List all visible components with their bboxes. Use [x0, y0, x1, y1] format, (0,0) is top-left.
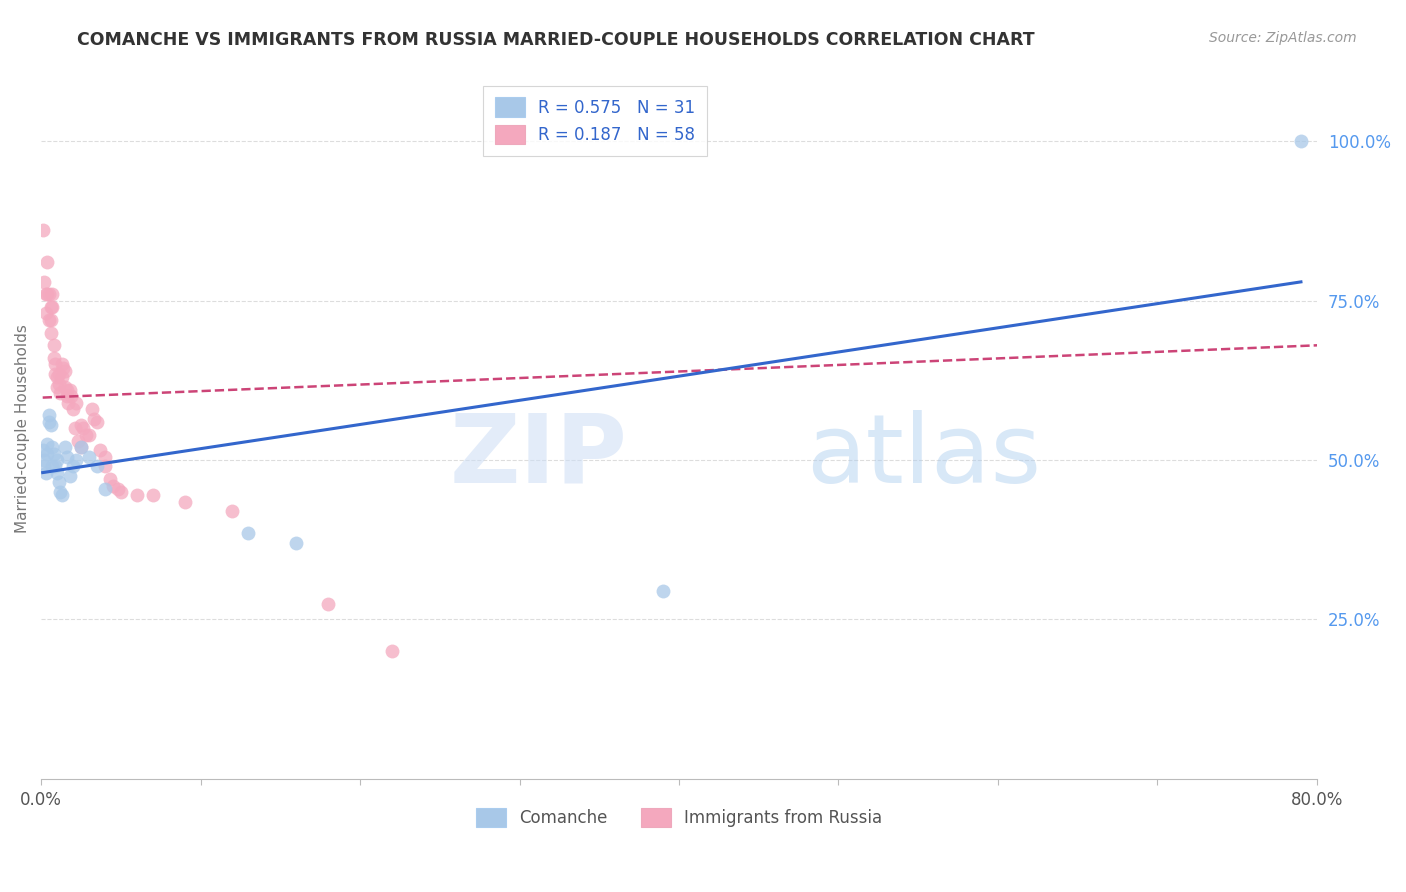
Point	[44, 459, 66, 474]
Point	[38, 312, 60, 326]
Point	[37, 287, 59, 301]
Point	[34, 453, 56, 467]
Point	[44, 358, 66, 372]
Point	[125, 488, 148, 502]
Point	[37, 447, 59, 461]
Point	[55, 383, 77, 397]
Point	[42, 338, 65, 352]
Point	[82, 402, 104, 417]
Point	[60, 389, 83, 403]
Point	[77, 427, 100, 442]
Point	[70, 440, 93, 454]
Point	[46, 466, 69, 480]
Point	[38, 287, 60, 301]
Point	[101, 478, 124, 492]
Point	[94, 450, 117, 464]
Point	[238, 526, 260, 541]
Point	[49, 485, 72, 500]
Text: atlas: atlas	[807, 409, 1042, 503]
Point	[53, 440, 76, 454]
Text: ZIP: ZIP	[450, 409, 628, 503]
Point	[66, 434, 89, 448]
Point	[86, 459, 108, 474]
Point	[48, 475, 70, 490]
Point	[39, 417, 62, 432]
Point	[63, 421, 86, 435]
Point	[94, 482, 117, 496]
Point	[53, 380, 76, 394]
Point	[110, 485, 132, 500]
Point	[62, 402, 84, 417]
Point	[75, 427, 97, 442]
Point	[316, 597, 339, 611]
Point	[1289, 134, 1312, 148]
Point	[89, 443, 111, 458]
Point	[38, 409, 60, 423]
Point	[53, 364, 76, 378]
Point	[41, 459, 63, 474]
Point	[34, 459, 56, 474]
Point	[51, 358, 73, 372]
Point	[48, 367, 70, 381]
Legend: Comanche, Immigrants from Russia: Comanche, Immigrants from Russia	[470, 801, 889, 834]
Point	[34, 275, 56, 289]
Point	[59, 383, 82, 397]
Point	[42, 447, 65, 461]
Point	[37, 255, 59, 269]
Point	[55, 450, 77, 464]
Point	[142, 488, 165, 502]
Point	[42, 351, 65, 365]
Point	[49, 386, 72, 401]
Point	[35, 287, 58, 301]
Text: COMANCHE VS IMMIGRANTS FROM RUSSIA MARRIED-COUPLE HOUSEHOLDS CORRELATION CHART: COMANCHE VS IMMIGRANTS FROM RUSSIA MARRI…	[77, 31, 1035, 49]
Point	[70, 417, 93, 432]
Point	[83, 411, 105, 425]
Point	[285, 536, 308, 550]
Point	[70, 440, 93, 454]
Point	[48, 376, 70, 391]
Point	[38, 415, 60, 429]
Point	[41, 440, 63, 454]
Point	[381, 644, 404, 658]
Point	[41, 300, 63, 314]
Point	[35, 306, 58, 320]
Point	[44, 367, 66, 381]
Point	[39, 312, 62, 326]
Point	[55, 389, 77, 403]
Point	[51, 488, 73, 502]
Point	[173, 494, 195, 508]
Point	[59, 469, 82, 483]
Point	[51, 370, 73, 384]
Y-axis label: Married-couple Households: Married-couple Households	[15, 324, 30, 533]
Point	[39, 300, 62, 314]
Point	[46, 380, 69, 394]
Point	[62, 459, 84, 474]
Point	[37, 437, 59, 451]
Point	[65, 395, 87, 409]
Point	[652, 583, 675, 598]
Point	[77, 450, 100, 464]
Point	[52, 360, 75, 375]
Point	[46, 370, 69, 384]
Point	[31, 223, 53, 237]
Point	[31, 443, 53, 458]
Point	[86, 415, 108, 429]
Point	[98, 472, 121, 486]
Point	[39, 326, 62, 340]
Point	[35, 466, 58, 480]
Point	[107, 482, 129, 496]
Point	[72, 421, 94, 435]
Point	[41, 287, 63, 301]
Point	[65, 453, 87, 467]
Text: Source: ZipAtlas.com: Source: ZipAtlas.com	[1209, 31, 1357, 45]
Point	[221, 504, 243, 518]
Point	[94, 459, 117, 474]
Point	[46, 453, 69, 467]
Point	[58, 395, 80, 409]
